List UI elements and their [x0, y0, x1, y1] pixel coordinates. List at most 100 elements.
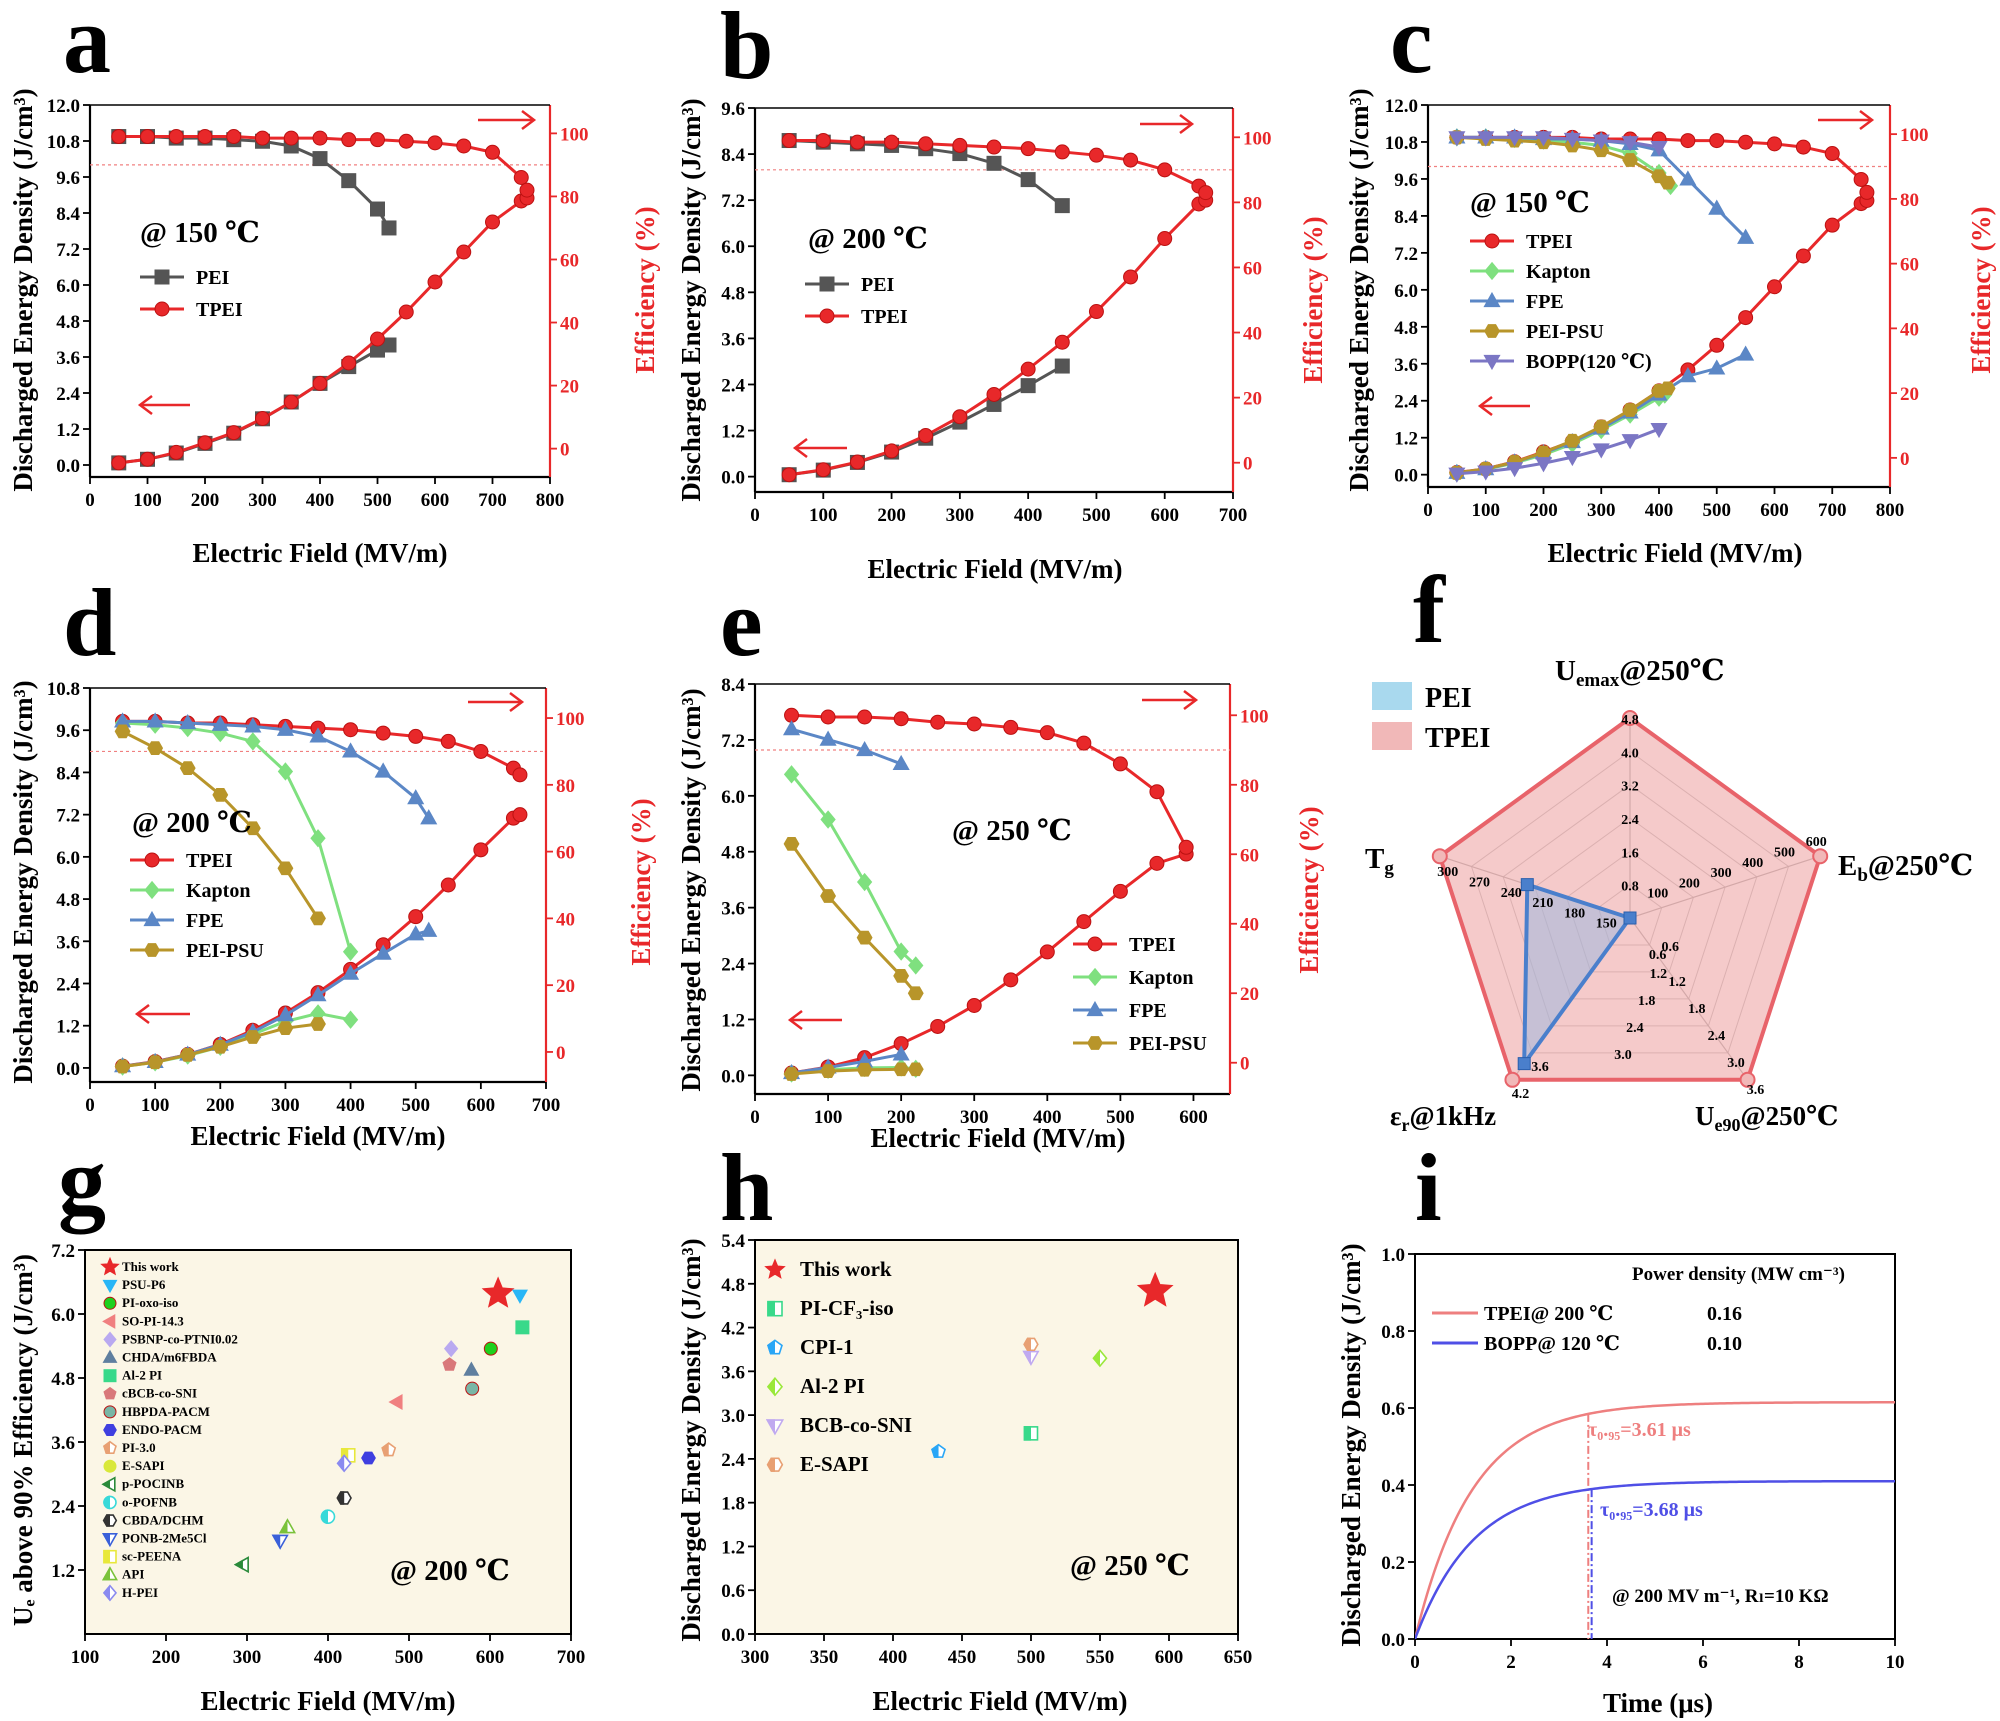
panel-h-annotation: @ 250 ℃: [1070, 1550, 1190, 1582]
panel-label-c: c: [1390, 0, 1433, 93]
data-point-energy-pei-psu: [1535, 445, 1552, 460]
data-point-energy-tpei: [473, 842, 489, 858]
data-point-e-sapi-fill: [1023, 1337, 1031, 1352]
y-tick-label: 0.0: [721, 468, 745, 489]
y-tick-label: 1.2: [721, 422, 745, 443]
legend-label: CBDA/DCHM: [122, 1512, 204, 1527]
y-tick-label: 7.2: [1394, 244, 1418, 265]
data-point-this-work: [1136, 1271, 1174, 1307]
panel-e-annotation: @ 250 ℃: [952, 815, 1072, 847]
data-point-energy-tpei: [408, 909, 424, 925]
x-tick-label: 400: [879, 1647, 908, 1668]
legend-label: PEI-PSU: [186, 940, 264, 962]
x-tick-label: 600: [1150, 505, 1179, 526]
panel-i-note: @ 200 MV m⁻¹, Rₗ=10 KΩ: [1612, 1586, 1829, 1607]
legend-label: Kapton: [1129, 967, 1193, 989]
legend-label: TPEI: [861, 306, 908, 328]
y2-tick-label: 80: [1900, 190, 1919, 211]
plot-frame: [1414, 1253, 1896, 1640]
x-tick-label: 0: [1423, 500, 1433, 521]
panel-g-xlabel: Electric Field (MV/m): [201, 1686, 456, 1716]
y-tick-label: 0.0: [721, 1066, 745, 1087]
data-point-eff-tpei: [1824, 146, 1840, 162]
data-point-energy-tpei: [485, 214, 500, 230]
x-tick-label: 500: [1017, 1647, 1046, 1668]
panel-a-legend: PEI TPEI: [140, 267, 243, 321]
legend-marker: [1483, 291, 1501, 308]
legend-label: This work: [122, 1259, 179, 1274]
data-point-eff-pei-psu: [1659, 175, 1676, 190]
panel-label-f: f: [1413, 556, 1446, 663]
panel-e-axes: 0 100 200 300 400 500 6000.01.22.43.64.86.07.2…: [721, 675, 1268, 1128]
panel-i-tau-tpei: τ₀.₉₅=3.61 μs: [1588, 1419, 1691, 1441]
data-point-energy-bopp-120-: [1534, 457, 1553, 473]
x-tick-label: 450: [948, 1647, 977, 1668]
data-point-eff-pei-psu: [147, 741, 164, 755]
legend-marker: [103, 1331, 117, 1348]
data-point-eff-kapton: [783, 765, 800, 784]
legend-marker: [103, 1459, 117, 1473]
data-point-eff-tpei: [512, 767, 528, 783]
y2-tick-label: 100: [560, 124, 589, 145]
data-point-eff-pei-psu: [1622, 153, 1639, 167]
y-tick-label: 4.8: [56, 890, 80, 911]
x-tick-label: 100: [141, 1095, 170, 1116]
data-point-energy-pei: [1020, 378, 1036, 394]
radar-tick-label: 3.6: [1531, 1060, 1549, 1075]
legend-label: E-SAPI: [122, 1458, 165, 1473]
y-tick-label: 1.2: [721, 1537, 745, 1558]
y-tick-label: 4.8: [721, 843, 745, 864]
panel-c-arrow-right: [1818, 110, 1875, 130]
data-point-eff-tpei: [893, 711, 909, 727]
panel-b-arrow-right: [1140, 114, 1195, 134]
data-point-eff-fpe: [819, 730, 837, 746]
panel-e-y2label: Efficiency (%): [1294, 806, 1324, 973]
y-tick-label: 4.8: [56, 312, 80, 333]
legend-label: ENDO-PACM: [122, 1422, 202, 1437]
panel-b-plot: [755, 133, 1233, 483]
y2-tick-label: 40: [556, 909, 575, 930]
data-point-eff-tpei: [312, 130, 328, 146]
x-tick-label: 200: [206, 1095, 235, 1116]
radar-tick-label: 180: [1564, 906, 1585, 921]
y-tick-label: 0.0: [1381, 1630, 1405, 1651]
y-tick-label: 5.4: [721, 1231, 745, 1252]
panel-d: d 0 100 200 300 400 500 600 7000.01.22.43.64.86…: [8, 569, 656, 1151]
radar-tick-label: 150: [1596, 917, 1617, 932]
panel-b-ylabel: Discharged Energy Density (J/cm³): [676, 98, 706, 501]
panel-h-ylabel: Discharged Energy Density (J/cm³): [676, 1238, 706, 1641]
x-tick-label: 600: [1179, 1107, 1208, 1128]
data-point-eff-pei-psu: [856, 930, 873, 945]
legend-marker-fill: [767, 1300, 775, 1317]
y2-tick-label: 80: [556, 776, 575, 797]
x-tick-label: 10: [1886, 1652, 1905, 1673]
legend-marker-fill: [102, 1566, 110, 1581]
legend-label: PEI: [196, 267, 230, 289]
data-point-energy-bopp-120-: [1621, 434, 1639, 450]
data-point-eff-tpei: [1020, 141, 1036, 157]
panel-g: g 100 200 300 400 500 600 700 1.2 2.4 3.6 4.8 6.0 7.…: [8, 1127, 585, 1716]
data-point-eff-tpei: [1853, 171, 1869, 187]
data-point-energy-tpei: [952, 409, 968, 425]
data-point-eff-tpei: [1054, 144, 1070, 160]
y-tick-label: 4.8: [1394, 318, 1418, 339]
data-point-eff-bopp-120-: [1621, 136, 1639, 152]
data-point-this-work: [481, 1276, 515, 1308]
y-tick-label: 9.6: [721, 99, 745, 120]
legend-label: BCB-co-SNI: [800, 1413, 912, 1437]
data-point-eff-pei-psu: [783, 836, 800, 851]
legend-marker-fill: [102, 1533, 110, 1548]
y2-tick-label: 0: [1243, 454, 1253, 475]
panel-h-legend: This work PI-CF₃-iso CPI-1 Al-2 PI BCB-co-SN…: [764, 1257, 912, 1476]
series-curve-tpei-200-: [1415, 1401, 1895, 1639]
panel-a-xlabel: Electric Field (MV/m): [193, 538, 448, 568]
y-tick-label: 3.6: [51, 1433, 75, 1454]
legend-label: TPEI: [196, 299, 243, 321]
y-tick-label: 0.8: [1381, 1322, 1405, 1343]
radar-tick-label: 270: [1469, 875, 1490, 890]
data-point-eff-tpei: [1680, 133, 1696, 149]
radar-point-pei: [1623, 911, 1637, 925]
radar-series-pei: [1522, 881, 1634, 1070]
panel-c-y2label: Efficiency (%): [1966, 206, 1996, 373]
